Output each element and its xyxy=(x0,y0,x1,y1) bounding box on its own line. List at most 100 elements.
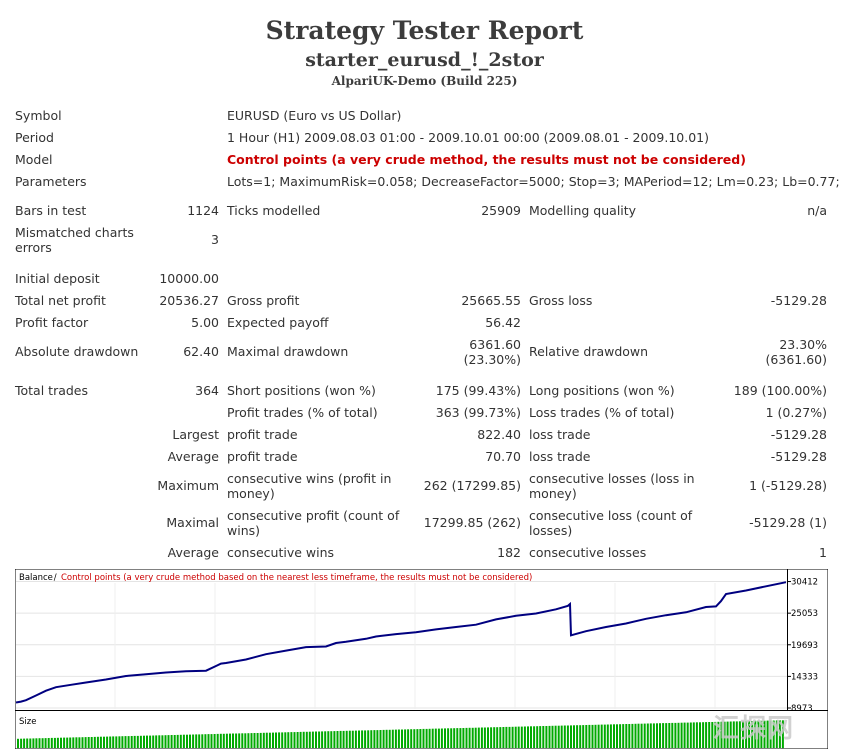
size-bar xyxy=(437,728,440,748)
total-trades-label: Total trades xyxy=(15,383,89,398)
size-bar xyxy=(530,726,532,748)
size-bar xyxy=(281,732,284,748)
size-bar xyxy=(124,736,127,748)
total-trades-value: 364 xyxy=(195,383,219,398)
size-bar xyxy=(751,721,754,748)
report-title: Strategy Tester Report xyxy=(265,16,584,45)
size-panel-label: Size xyxy=(19,717,36,727)
size-bar xyxy=(631,723,634,748)
parameters-label: Parameters xyxy=(15,174,87,189)
size-bar xyxy=(649,723,652,748)
size-bar xyxy=(732,721,735,748)
size-bar xyxy=(748,721,751,748)
size-bar xyxy=(103,736,105,748)
size-bar xyxy=(637,723,640,748)
model-label: Model xyxy=(15,152,53,167)
size-bar xyxy=(373,730,376,748)
size-bar xyxy=(401,729,403,748)
size-bar xyxy=(600,724,603,748)
size-bar xyxy=(775,720,778,748)
size-bar xyxy=(453,728,456,748)
max-cons-wins-label: consecutive wins (profit in xyxy=(227,471,392,486)
symbol-value: EURUSD (Euro vs US Dollar) xyxy=(227,108,402,123)
size-bar xyxy=(397,729,400,748)
maximal-loss-label: consecutive loss (count of xyxy=(529,508,693,523)
size-bar xyxy=(652,723,655,748)
size-bar xyxy=(391,729,394,748)
size-bar xyxy=(238,733,241,748)
maximal-profit-label-2: wins) xyxy=(227,523,261,538)
size-bar xyxy=(47,738,50,748)
average-profit-label: profit trade xyxy=(227,449,298,464)
size-bar xyxy=(434,728,437,748)
avg-cons-losses-value: 1 xyxy=(819,545,827,560)
size-bar xyxy=(293,732,296,748)
server-name: AlpariUK-Demo (Build 225) xyxy=(331,74,518,88)
y-tick-label: 14333 xyxy=(791,672,818,682)
size-bar xyxy=(554,725,557,748)
size-bar xyxy=(505,726,508,748)
size-bar xyxy=(754,720,757,748)
maximal-drawdown-label: Maximal drawdown xyxy=(227,344,349,359)
symbol-label: Symbol xyxy=(15,108,62,123)
net-profit-label: Total net profit xyxy=(15,293,106,308)
size-bar xyxy=(702,722,705,748)
maximal-drawdown-percent: (23.30%) xyxy=(463,352,521,367)
size-bar xyxy=(296,732,299,748)
size-bar xyxy=(179,734,182,748)
net-profit-value: 20536.27 xyxy=(159,293,219,308)
max-cons-losses-label-2: money) xyxy=(529,486,577,501)
size-bar xyxy=(471,727,474,748)
size-bar xyxy=(158,735,161,748)
size-bar xyxy=(533,726,536,748)
size-bar xyxy=(778,720,781,748)
size-bar xyxy=(527,726,529,748)
size-bar xyxy=(570,725,572,748)
size-bar xyxy=(247,733,250,748)
average-loss-value: -5129.28 xyxy=(770,449,827,464)
size-bar xyxy=(619,724,622,748)
size-bar xyxy=(195,734,198,748)
size-bars xyxy=(17,720,784,749)
size-bar xyxy=(262,732,265,748)
size-bar xyxy=(459,728,462,748)
balance-chart: 30412 25053 19693 14333 8973 Balance / Contr… xyxy=(15,569,828,749)
size-bar xyxy=(118,736,121,748)
size-bar xyxy=(606,724,609,748)
size-bar xyxy=(339,730,342,748)
size-bar xyxy=(192,734,195,748)
gross-profit-label: Gross profit xyxy=(227,293,300,308)
size-bar xyxy=(29,738,32,748)
size-bar xyxy=(146,735,148,748)
size-bar xyxy=(723,721,726,748)
size-bar xyxy=(121,736,124,748)
size-bar xyxy=(78,737,81,748)
loss-trades-label: Loss trades (% of total) xyxy=(529,405,675,420)
size-bar xyxy=(769,720,772,748)
y-tick-label: 19693 xyxy=(791,641,818,651)
size-bar xyxy=(278,732,281,748)
size-bar xyxy=(735,721,738,748)
deposit-value: 10000.00 xyxy=(159,271,219,286)
size-bar xyxy=(468,727,471,748)
legend-separator: / xyxy=(51,573,59,583)
size-bar xyxy=(201,734,204,748)
y-tick-label: 30412 xyxy=(791,578,818,588)
size-bar xyxy=(302,731,305,748)
size-bar xyxy=(216,733,219,748)
size-bar xyxy=(358,730,360,748)
size-bar xyxy=(404,729,407,748)
size-bar xyxy=(336,731,339,748)
size-bar xyxy=(490,727,493,748)
size-bar xyxy=(72,737,75,748)
average-loss-label: loss trade xyxy=(529,449,591,464)
largest-label: Largest xyxy=(172,427,219,442)
size-bar xyxy=(487,727,489,748)
expert-name: starter_eurusd_!_2stor xyxy=(305,49,544,71)
size-bar xyxy=(361,730,364,748)
size-bar xyxy=(428,728,431,748)
size-bar xyxy=(582,725,585,748)
size-bar xyxy=(235,733,238,748)
size-bar xyxy=(268,732,271,748)
size-bar xyxy=(480,727,483,748)
